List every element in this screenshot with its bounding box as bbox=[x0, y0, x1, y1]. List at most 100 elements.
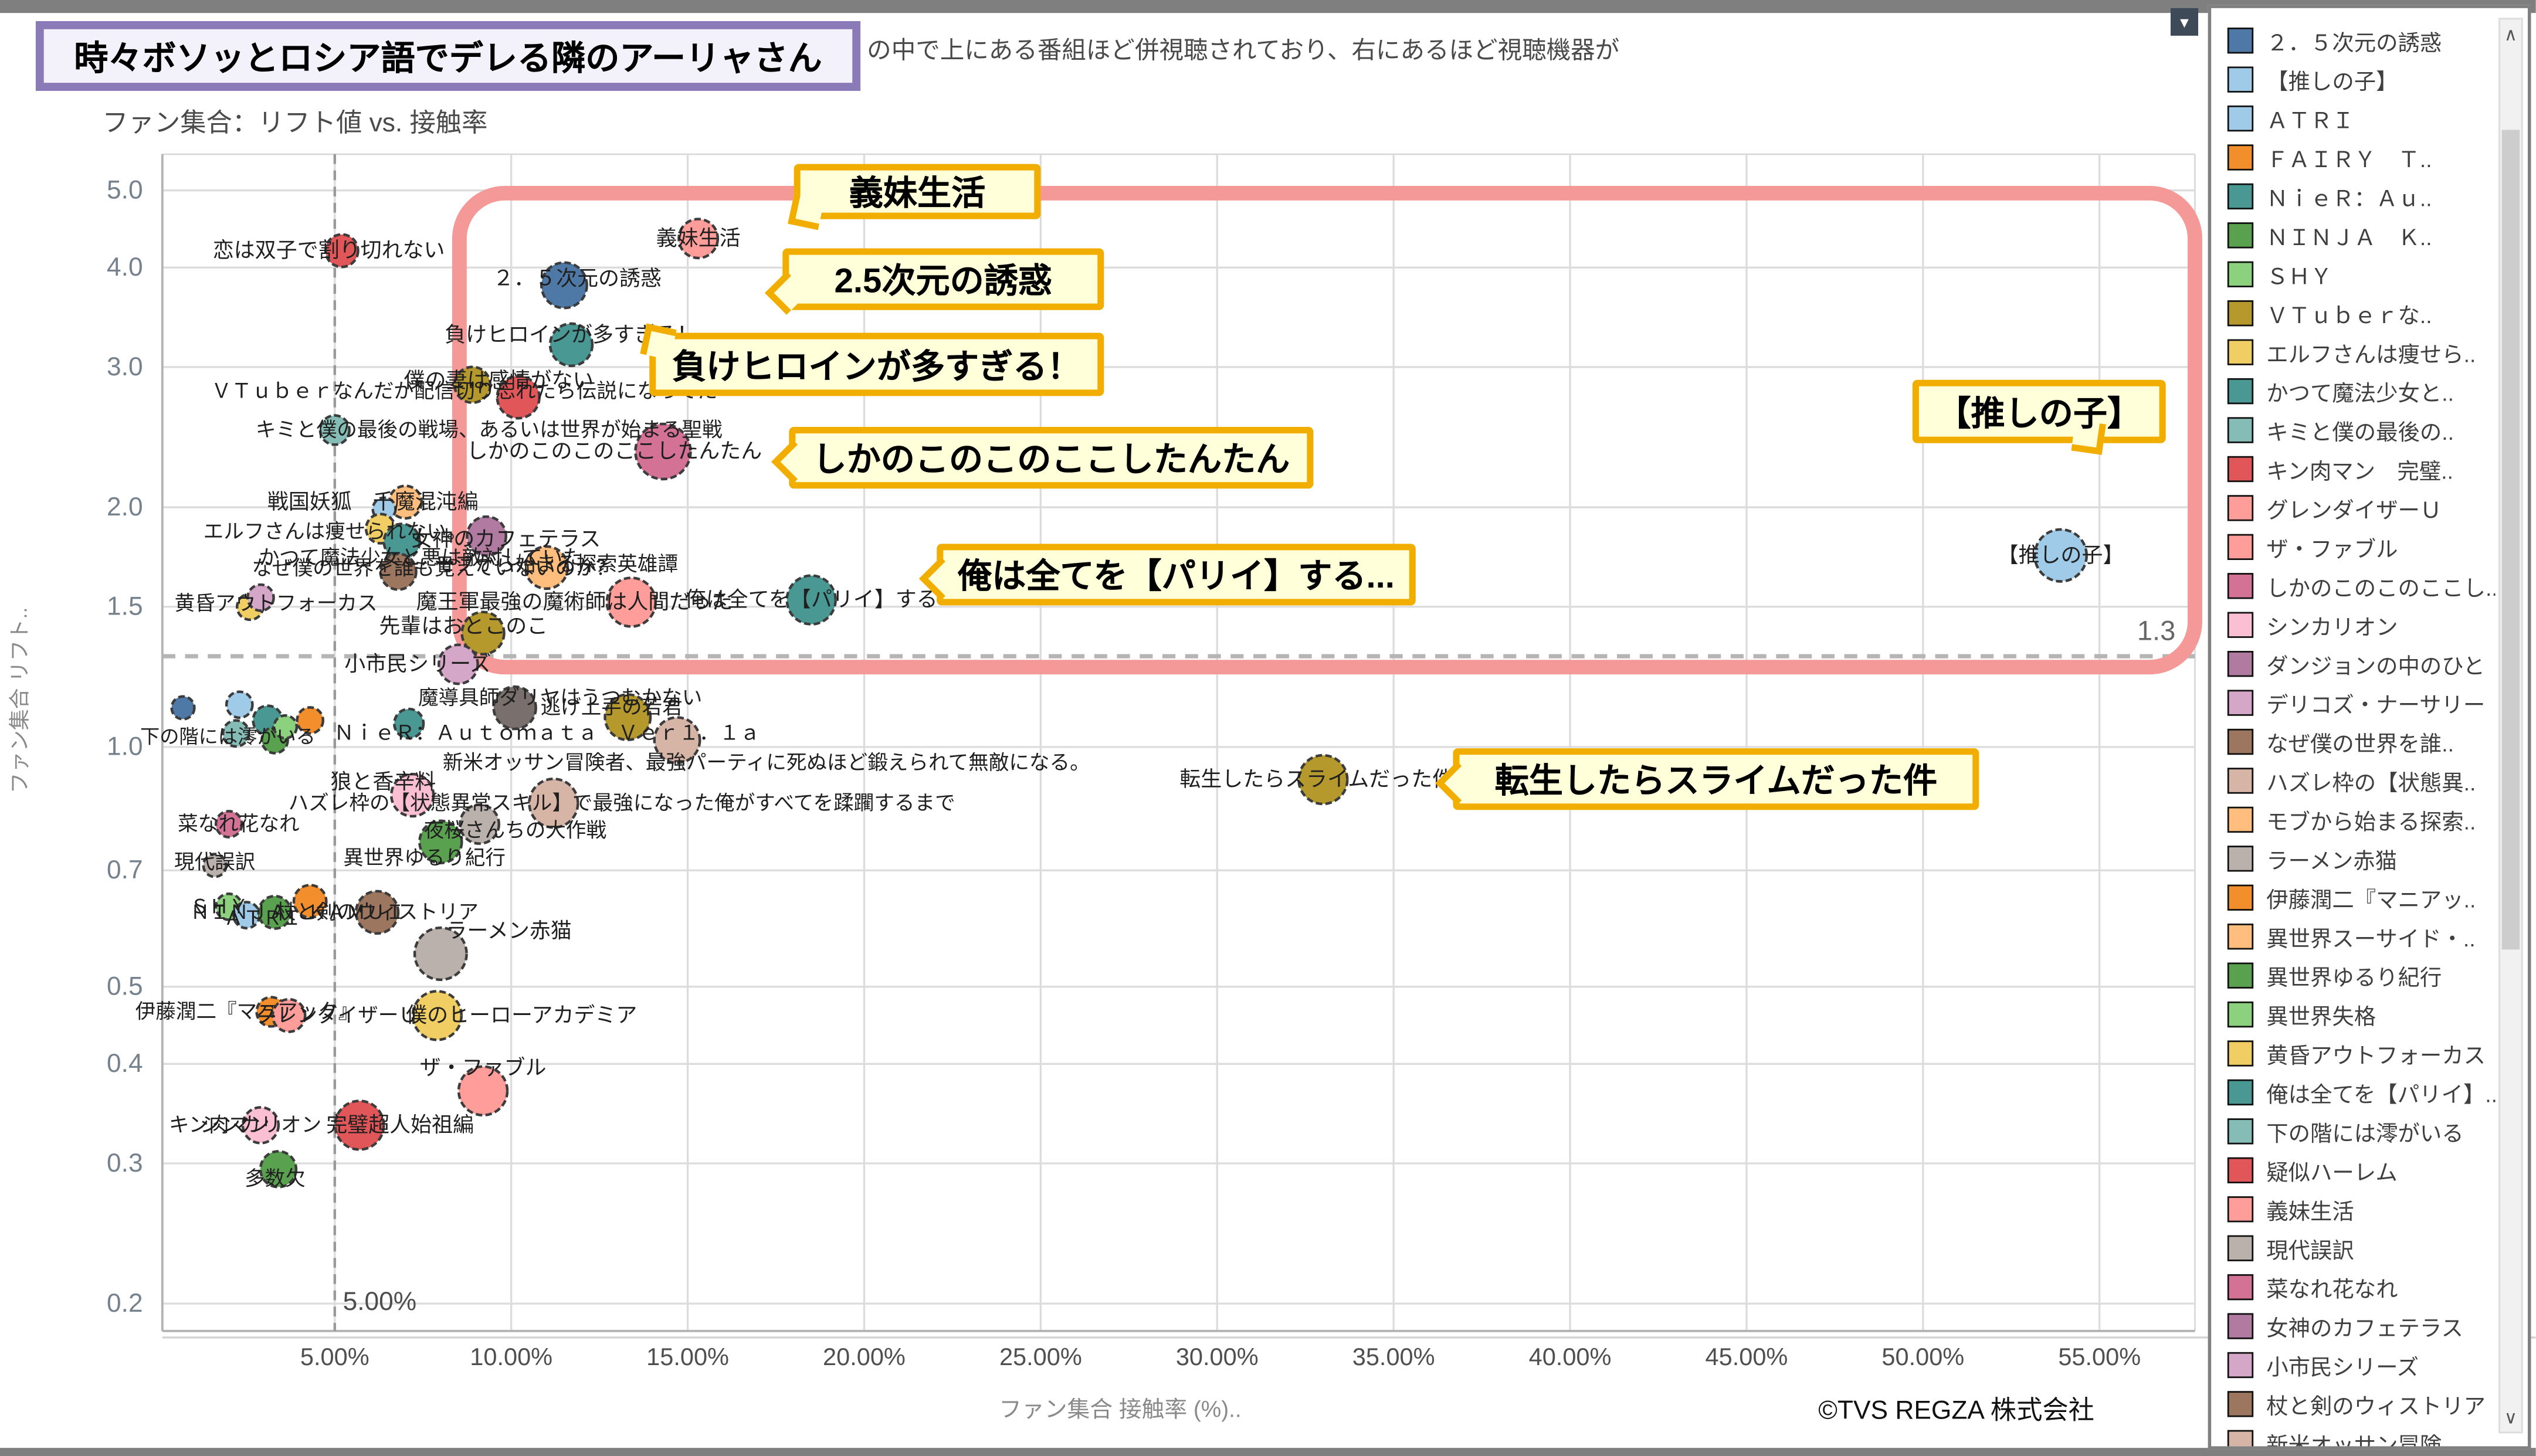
bubble[interactable] bbox=[292, 884, 328, 919]
bubble-label: グレンダイザーＵ bbox=[256, 1004, 419, 1027]
legend-item[interactable]: しかのこのこのここし.. bbox=[2211, 566, 2496, 605]
bubble[interactable] bbox=[241, 1106, 280, 1145]
legend-item[interactable]: シンカリオン bbox=[2211, 606, 2495, 644]
legend-item[interactable]: 【推しの子】 bbox=[2211, 60, 2495, 99]
bubble[interactable] bbox=[524, 545, 569, 590]
scroll-up-icon[interactable]: ∧ bbox=[2504, 25, 2518, 45]
bubble[interactable] bbox=[528, 778, 579, 829]
bubble[interactable] bbox=[605, 576, 657, 628]
bubble[interactable] bbox=[418, 819, 463, 864]
legend-item[interactable]: 異世界ゆるり紀行 bbox=[2211, 956, 2495, 995]
bubble-label: かつて魔法少女と悪は敵対していた。 bbox=[259, 547, 603, 569]
bubble[interactable] bbox=[460, 610, 506, 656]
legend-item[interactable]: 女神のカフェテラス bbox=[2211, 1306, 2495, 1345]
legend-item[interactable]: 杖と剣のウィストリア bbox=[2211, 1384, 2495, 1423]
window-top-bar bbox=[0, 0, 2536, 13]
bubble[interactable] bbox=[785, 574, 837, 626]
legend-item[interactable]: 伊藤潤二『マニアッ.. bbox=[2211, 878, 2495, 917]
legend-item[interactable]: なぜ僕の世界を誰.. bbox=[2211, 722, 2495, 761]
bubble[interactable] bbox=[634, 422, 692, 481]
bubble[interactable] bbox=[389, 772, 435, 818]
legend-item[interactable]: デリコズ・ナーサリー bbox=[2211, 683, 2495, 722]
bubble-label: 杖と剣のウィストリア bbox=[276, 901, 479, 924]
bubble[interactable] bbox=[324, 233, 360, 269]
bubble[interactable] bbox=[170, 695, 196, 721]
bubble[interactable] bbox=[413, 926, 468, 981]
legend-item-label: ダンジョンの中のひと bbox=[2266, 654, 2485, 679]
legend-item[interactable]: 小市民シリーズ bbox=[2211, 1346, 2495, 1384]
bubble[interactable] bbox=[437, 643, 479, 685]
x-tick-label: 35.00% bbox=[1352, 1343, 1435, 1370]
legend-item[interactable]: ハズレ枠の【状態異.. bbox=[2211, 761, 2495, 800]
legend-swatch-icon bbox=[2227, 651, 2254, 677]
bubble[interactable] bbox=[221, 719, 250, 748]
bubble[interactable] bbox=[540, 261, 588, 310]
bubble[interactable] bbox=[214, 810, 243, 839]
legend-item[interactable]: かつて魔法少女と.. bbox=[2211, 372, 2495, 410]
legend-item[interactable]: 異世界スーサイド・.. bbox=[2211, 917, 2495, 956]
bubble[interactable] bbox=[318, 414, 351, 446]
bubble[interactable] bbox=[453, 365, 492, 404]
bubble[interactable] bbox=[296, 706, 325, 735]
legend-item[interactable]: ＦＡＩＲＹ Ｔ.. bbox=[2211, 138, 2495, 177]
x-tick-label: 40.00% bbox=[1529, 1343, 1612, 1370]
legend-swatch-icon bbox=[2227, 300, 2254, 327]
bubble[interactable] bbox=[272, 714, 299, 740]
legend-item[interactable]: キミと僕の最後の.. bbox=[2211, 410, 2495, 449]
legend-item[interactable]: ザ・ファブル bbox=[2211, 528, 2495, 566]
bubble[interactable] bbox=[496, 375, 541, 420]
bubble[interactable] bbox=[202, 853, 228, 878]
legend-item[interactable]: 異世界失格 bbox=[2211, 995, 2495, 1034]
bubble[interactable] bbox=[225, 690, 254, 719]
bubble[interactable] bbox=[259, 1150, 298, 1189]
legend-item[interactable]: 菜なれ花なれ bbox=[2211, 1268, 2495, 1306]
legend-swatch-icon bbox=[2227, 417, 2254, 443]
legend-item[interactable]: ＳＨＹ bbox=[2211, 255, 2495, 294]
bubble[interactable] bbox=[466, 515, 507, 557]
bubble[interactable] bbox=[677, 218, 720, 260]
legend-item[interactable]: 現代誤訳 bbox=[2211, 1228, 2495, 1267]
legend-item-label: 新米オッサン冒険.. bbox=[2266, 1433, 2454, 1447]
bubble[interactable] bbox=[548, 322, 594, 368]
legend-item[interactable]: ラーメン赤猫 bbox=[2211, 839, 2495, 878]
bubble[interactable] bbox=[271, 997, 307, 1033]
bubble[interactable] bbox=[354, 890, 400, 935]
bubble[interactable] bbox=[653, 716, 701, 765]
legend-item[interactable]: ＮｉｅＲ：Ａｕ.. bbox=[2211, 177, 2495, 216]
legend-item[interactable]: 義妹生活 bbox=[2211, 1190, 2495, 1228]
legend-item[interactable]: エルフさんは痩せら.. bbox=[2211, 332, 2495, 371]
bubble[interactable] bbox=[393, 707, 425, 740]
legend-item[interactable]: ＶＴｕｂｅｒな.. bbox=[2211, 294, 2495, 332]
legend-scrollbar[interactable]: ∧ ∨ bbox=[2498, 18, 2523, 1434]
legend-item[interactable]: ＡＴＲＩ bbox=[2211, 99, 2495, 138]
legend-item[interactable]: 疑似ハーレム bbox=[2211, 1151, 2495, 1190]
legend-item[interactable]: モブから始まる探索.. bbox=[2211, 800, 2495, 839]
legend-item[interactable]: 俺は全てを【パリイ】.. bbox=[2211, 1073, 2496, 1112]
legend-swatch-icon bbox=[2227, 1001, 2254, 1028]
bubble[interactable] bbox=[457, 1065, 509, 1117]
bubble[interactable] bbox=[382, 522, 421, 561]
bubble-label: 僕の妻は感情がない bbox=[404, 368, 594, 392]
bubble[interactable] bbox=[2033, 528, 2089, 583]
scroll-down-icon[interactable]: ∨ bbox=[2504, 1408, 2518, 1428]
legend-item[interactable]: 新米オッサン冒険.. bbox=[2211, 1424, 2495, 1447]
bubble[interactable] bbox=[334, 1099, 385, 1151]
legend-item[interactable]: ダンジョンの中のひと bbox=[2211, 644, 2495, 683]
bubble[interactable] bbox=[492, 685, 537, 731]
bubble[interactable] bbox=[246, 583, 275, 612]
bubble[interactable] bbox=[379, 552, 418, 591]
bubble[interactable] bbox=[1297, 754, 1349, 806]
bubble[interactable] bbox=[257, 894, 293, 930]
scroll-thumb[interactable] bbox=[2501, 130, 2520, 950]
legend-swatch-icon bbox=[2227, 1196, 2254, 1223]
legend-menu-button[interactable]: ▼ bbox=[2170, 8, 2199, 36]
legend-item[interactable]: グレンダイザーＵ bbox=[2211, 488, 2495, 527]
legend-item[interactable]: ２．５次元の誘惑 bbox=[2211, 21, 2495, 60]
bubble[interactable] bbox=[459, 803, 500, 845]
bubble[interactable] bbox=[604, 693, 652, 742]
legend-item[interactable]: 下の階には澪がいる bbox=[2211, 1112, 2495, 1150]
legend-item[interactable]: 黄昏アウトフォーカス bbox=[2211, 1034, 2495, 1073]
bubble[interactable] bbox=[411, 990, 463, 1041]
legend-item[interactable]: キン肉マン 完璧.. bbox=[2211, 450, 2495, 488]
legend-item[interactable]: ＮＩＮＪＡ Ｋ.. bbox=[2211, 216, 2495, 254]
